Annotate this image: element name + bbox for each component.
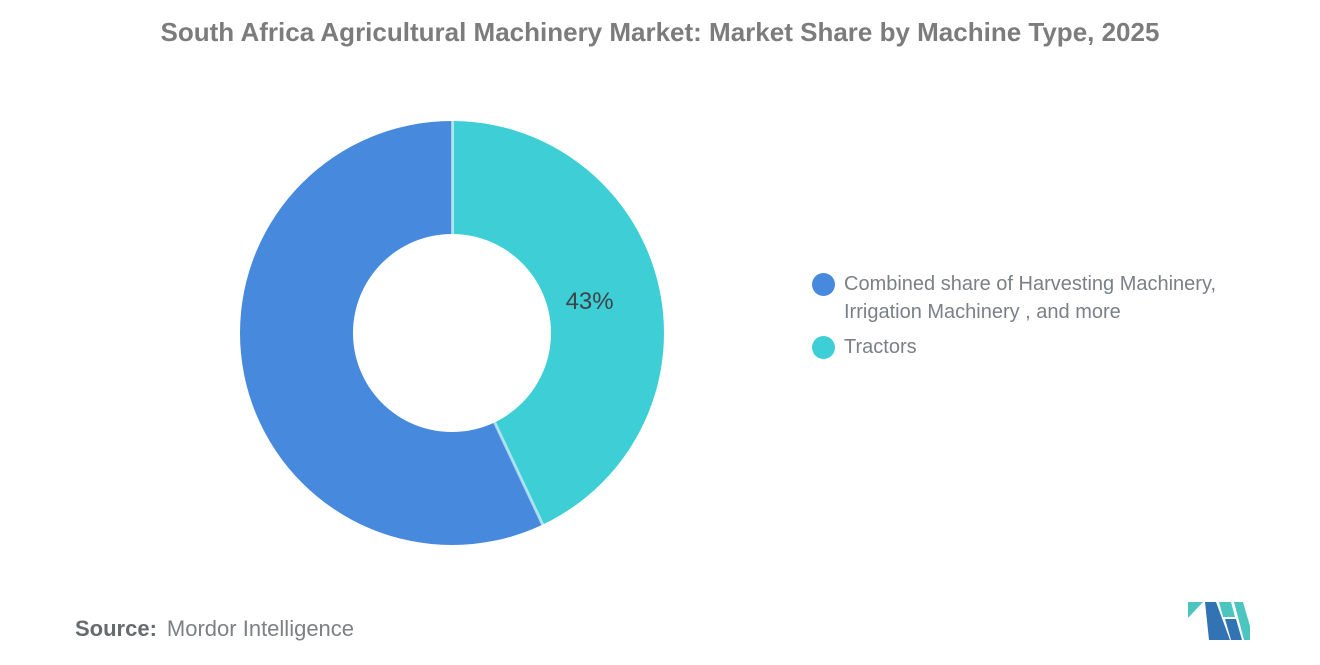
donut-chart-area: 43% — [240, 121, 664, 545]
slice-data-label: 43% — [565, 288, 614, 316]
legend-marker-combined-icon — [812, 273, 835, 296]
logo-shape-teal-bar — [1234, 602, 1250, 640]
logo-shape-teal-parallelogram — [1219, 602, 1235, 617]
logo-shape-blue-parallelogram — [1225, 619, 1242, 640]
legend-marker-tractors-icon — [812, 336, 835, 359]
legend-item-tractors[interactable]: Tractors — [812, 333, 1282, 361]
mordor-logo-mark-icon — [1188, 602, 1250, 640]
legend-label-tractors: Tractors — [844, 336, 917, 358]
source-value: Mordor Intelligence — [166, 616, 355, 641]
source-attribution: Source: Mordor Intelligence — [75, 616, 354, 642]
chart-title: South Africa Agricultural Machinery Mark… — [160, 17, 1160, 47]
slice-divider — [450, 121, 454, 333]
logo-shape-teal-triangle — [1188, 602, 1203, 618]
donut-hole — [353, 234, 551, 432]
source-label: Source: — [75, 616, 157, 641]
logo-shape-blue-left-leg — [1205, 602, 1230, 640]
legend-label-combined: Combined share of Harvesting Machinery, … — [844, 273, 1217, 323]
legend-item-combined-machinery[interactable]: Combined share of Harvesting Machinery, … — [812, 270, 1282, 326]
chart-legend: Combined share of Harvesting Machinery, … — [812, 270, 1282, 361]
mordor-intelligence-logo — [1188, 602, 1250, 640]
